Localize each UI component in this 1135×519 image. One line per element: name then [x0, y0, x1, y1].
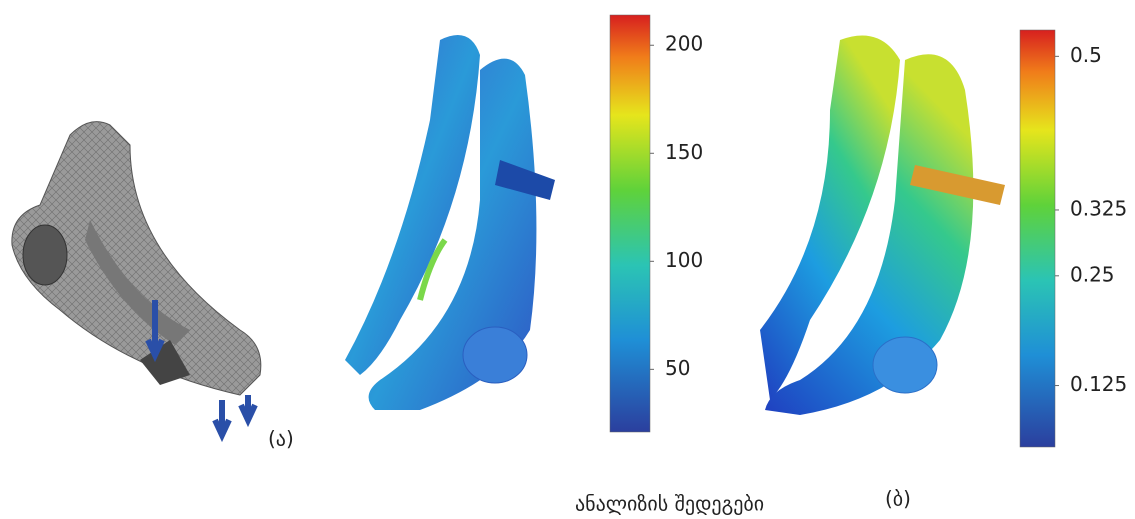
colorbar-tick-label: 0.25: [1070, 262, 1115, 286]
colorbar-tick-label: 0.325: [1070, 196, 1127, 220]
caption: (ბ): [885, 487, 911, 511]
displacement-model: [760, 36, 1005, 416]
colorbar: [610, 15, 650, 432]
colorbar-tick-label: 0.5: [1070, 43, 1102, 67]
figure: (ა) ანალიზის შედეგები (ბ) 200 150 100 50 0.5…: [0, 0, 1135, 519]
colorbar-tick-label: 0.125: [1070, 372, 1127, 396]
caption: ანალიზის შედეგები: [575, 492, 764, 516]
colorbar-tick-label: 50: [665, 356, 690, 380]
colorbar: [1020, 30, 1055, 447]
stress-model: [345, 35, 555, 410]
colorbar-tick-label: 150: [665, 140, 703, 164]
colorbar-tick-label: 200: [665, 32, 703, 56]
caption: (ა): [268, 427, 294, 451]
mesh-model: [12, 122, 261, 435]
colorbar-tick-label: 100: [665, 248, 703, 272]
